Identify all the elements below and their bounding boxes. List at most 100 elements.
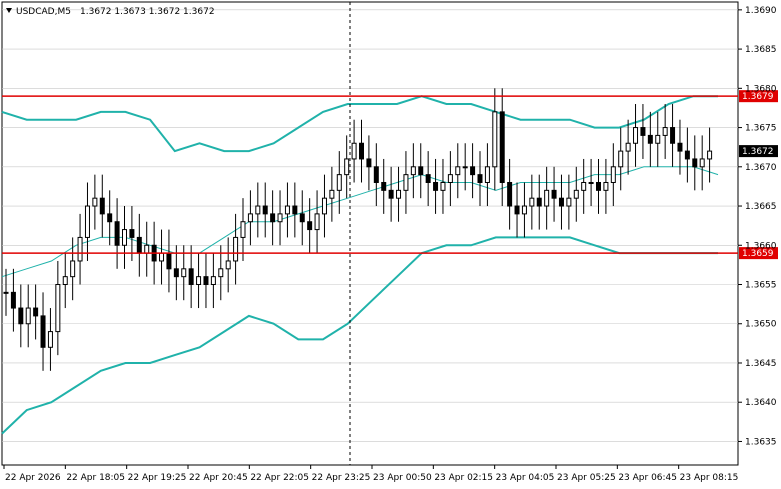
candle-body xyxy=(159,252,165,262)
level-price-badge xyxy=(739,90,778,103)
candle-body xyxy=(218,268,224,278)
candle-body xyxy=(403,174,409,191)
candle-body xyxy=(196,276,202,286)
bollinger-lower-band xyxy=(1,236,718,435)
y-tick-label: 1.3675 xyxy=(745,124,777,134)
candle-body xyxy=(166,252,172,270)
candle-body xyxy=(99,197,105,215)
plot-area xyxy=(1,1,739,466)
candle-body xyxy=(270,213,276,223)
candle-body xyxy=(692,158,698,168)
candle-body xyxy=(359,142,364,160)
y-tick-label: 1.3660 xyxy=(745,241,777,251)
x-tick-label: 23 Apr 08:15 xyxy=(680,473,739,483)
candle-body xyxy=(640,127,646,136)
candle-body xyxy=(10,291,16,309)
bid-price-badge xyxy=(739,145,778,158)
candle-body xyxy=(610,166,616,183)
y-tick-label: 1.3650 xyxy=(745,320,777,330)
candle-body xyxy=(507,181,513,207)
ohlc-readout: 1.3672 1.3673 1.3672 1.3672 xyxy=(80,7,215,17)
candle-body xyxy=(618,150,624,168)
y-tick-label: 1.3635 xyxy=(745,437,777,447)
candle-body xyxy=(129,229,135,238)
candle-body xyxy=(551,189,557,199)
candle-body xyxy=(181,268,187,278)
candle-body xyxy=(633,127,639,144)
x-tick-label: 22 Apr 20:45 xyxy=(189,473,248,483)
candle-body xyxy=(558,197,564,207)
candle-body xyxy=(662,127,668,136)
candle-body xyxy=(596,181,601,191)
candle-body xyxy=(499,111,505,183)
candle-body xyxy=(92,197,98,207)
candle-body xyxy=(396,189,402,199)
candle-body xyxy=(440,181,446,191)
candle-body xyxy=(299,213,305,223)
candle-body xyxy=(321,197,327,215)
candle-body xyxy=(544,189,550,207)
x-tick-label: 22 Apr 19:25 xyxy=(128,473,187,483)
candle-body xyxy=(307,221,313,231)
x-tick-label: 22 Apr 23:25 xyxy=(312,473,371,483)
candle-body xyxy=(173,268,179,278)
candle-body xyxy=(329,189,335,199)
candle-body xyxy=(314,213,320,231)
candle-body xyxy=(33,307,39,317)
candle-body xyxy=(447,174,453,183)
candle-body xyxy=(3,291,9,294)
x-tick-label: 23 Apr 00:50 xyxy=(373,473,432,483)
candle-body xyxy=(188,268,194,286)
level-price-label: 1.3659 xyxy=(742,249,774,259)
candle-body xyxy=(344,158,350,176)
bid-price-label: 1.3672 xyxy=(742,147,774,157)
candle-body xyxy=(573,189,579,199)
candle-body xyxy=(62,276,68,286)
candle-body xyxy=(292,205,298,215)
candle-body xyxy=(107,213,113,223)
candle-body xyxy=(588,181,594,184)
candle-body xyxy=(492,111,498,168)
bollinger-upper-band xyxy=(1,95,718,153)
y-tick-label: 1.3655 xyxy=(745,281,777,291)
candle-body xyxy=(581,181,587,191)
candle-body xyxy=(677,142,683,152)
y-tick-label: 1.3680 xyxy=(745,84,777,94)
candle-body xyxy=(247,213,253,223)
candle-body xyxy=(122,229,127,246)
candle-body xyxy=(277,213,283,223)
candle-body xyxy=(484,166,490,183)
candle-body xyxy=(425,174,431,183)
candle-body xyxy=(670,127,676,144)
candle-body xyxy=(655,134,661,144)
candle-body xyxy=(470,166,476,176)
x-tick-label: 23 Apr 06:45 xyxy=(618,473,677,483)
x-tick-label: 22 Apr 2026 xyxy=(5,473,61,483)
candle-body xyxy=(514,205,520,215)
candle-body xyxy=(529,197,535,207)
candle-body xyxy=(225,260,231,270)
candle-body xyxy=(455,166,461,176)
candle-body xyxy=(55,284,61,333)
candle-body xyxy=(366,158,372,168)
candle-body xyxy=(603,181,609,191)
y-tick-label: 1.3685 xyxy=(745,45,777,55)
candle-body xyxy=(25,307,31,325)
symbol-timeframe: USDCAD,M5 xyxy=(16,7,71,17)
candle-body xyxy=(477,174,483,183)
x-tick-label: 22 Apr 18:05 xyxy=(66,473,125,483)
candle-body xyxy=(284,205,290,215)
candle-body xyxy=(18,307,24,325)
candle-body xyxy=(233,236,239,262)
candle-body xyxy=(381,181,387,191)
x-tick-label: 23 Apr 02:15 xyxy=(434,473,493,483)
candle-body xyxy=(203,276,209,286)
y-tick-label: 1.3690 xyxy=(745,6,777,16)
symbol-dropdown-icon[interactable] xyxy=(6,8,12,13)
candle-body xyxy=(462,166,468,169)
candle-body xyxy=(351,142,357,160)
candle-body xyxy=(707,150,713,160)
x-tick-label: 22 Apr 22:05 xyxy=(250,473,309,483)
candle-body xyxy=(699,158,705,168)
